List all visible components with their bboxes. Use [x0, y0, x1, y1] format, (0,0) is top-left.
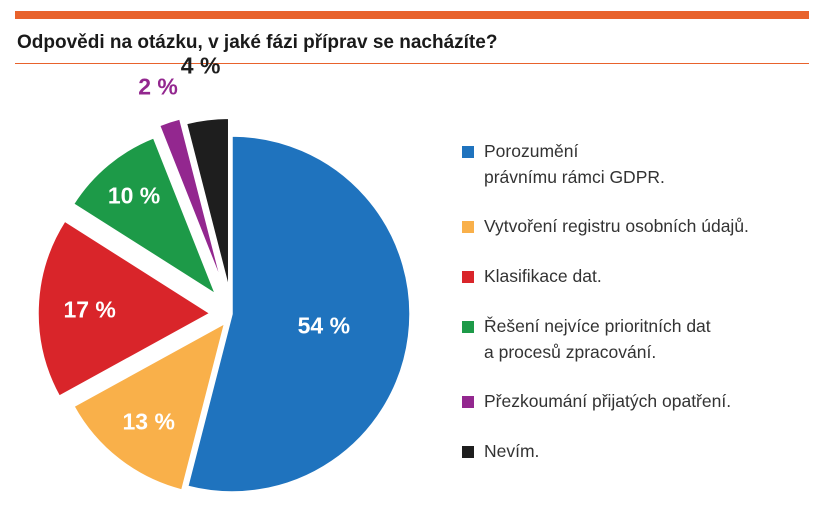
legend-swatch — [462, 146, 474, 158]
header-accent-bar — [15, 11, 809, 19]
legend-swatch — [462, 321, 474, 333]
chart-title: Odpovědi na otázku, v jaké fázi příprav … — [17, 32, 498, 53]
pie-slice — [72, 321, 226, 491]
slice-data-label: 54 % — [298, 313, 350, 339]
slice-data-label: 10 % — [108, 183, 160, 209]
title-divider — [15, 63, 809, 64]
pie-slice — [186, 135, 411, 493]
slice-data-label: 4 % — [181, 53, 221, 79]
legend-label: Vytvoření registru osobních údajů. — [484, 216, 749, 236]
legend-label: Porozumění právnímu rámci GDPR. — [484, 141, 665, 187]
legend-label: Klasifikace dat. — [484, 266, 602, 286]
slice-data-label: 2 % — [138, 73, 178, 99]
legend-swatch — [462, 271, 474, 283]
legend-label: Nevím. — [484, 441, 540, 461]
legend-swatch — [462, 446, 474, 458]
pie-slice — [72, 136, 217, 296]
legend-label: Řešení nejvíce prioritních dat a procesů… — [484, 316, 711, 362]
pie-slice — [37, 220, 212, 398]
legend-swatch — [462, 221, 474, 233]
pie-slice — [185, 117, 230, 289]
legend-swatch — [462, 396, 474, 408]
legend-label: Přezkoumání přijatých opatření. — [484, 391, 732, 411]
slice-data-label: 13 % — [123, 408, 175, 434]
pie-slice — [158, 117, 223, 284]
slice-data-label: 17 % — [63, 297, 115, 323]
